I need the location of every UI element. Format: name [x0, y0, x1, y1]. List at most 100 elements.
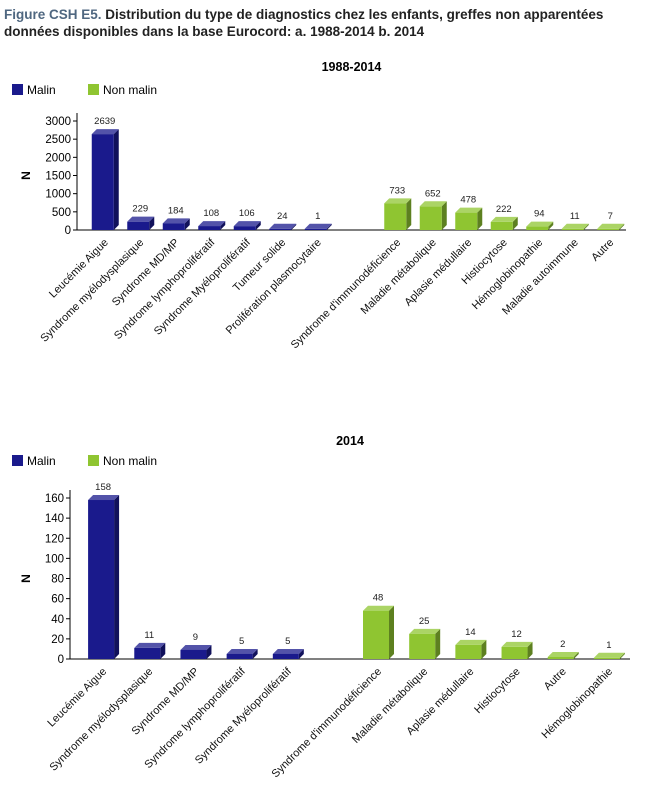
bar-front	[455, 644, 482, 659]
bar-front	[409, 633, 436, 659]
bar-top	[134, 642, 166, 648]
y-tick-label: 0	[65, 225, 71, 237]
bar-front	[363, 610, 389, 659]
legend-item-malin: Malin	[12, 454, 56, 468]
data-label: 1	[315, 211, 320, 222]
bar-front	[455, 212, 478, 230]
bar-front	[180, 649, 207, 659]
legend-swatch-malin	[12, 84, 23, 95]
data-label: 1	[606, 640, 611, 651]
bar-front	[272, 653, 299, 659]
data-label: 11	[144, 630, 154, 641]
bar-top	[409, 628, 441, 634]
figure-prefix: Figure CSH E5.	[4, 7, 102, 22]
data-label: 652	[425, 188, 441, 199]
bar-front	[134, 647, 161, 659]
bar-syndrome-myelodysplasique	[127, 216, 155, 230]
bar-histiocytose	[490, 216, 518, 230]
bar-aplasie-medullaire	[455, 207, 483, 230]
category-label: Syndrome Myéloprolifératif	[193, 665, 295, 767]
y-tick-label: 1500	[45, 171, 71, 183]
bar-side	[252, 648, 258, 659]
bar-top	[91, 129, 119, 135]
chart-1988-2014: 1988-2014 Malin Non malin 0 500 1000 1500 2000 2…	[12, 60, 626, 351]
bar-maladie-autoimmune	[561, 223, 589, 230]
chart-title: 1988-2014	[322, 60, 382, 74]
bar-autre	[597, 223, 625, 230]
data-label: 12	[511, 629, 522, 640]
bar-top	[198, 221, 226, 227]
bar-top	[419, 201, 447, 207]
y-tick-label: 2000	[45, 152, 71, 164]
data-label: 106	[239, 208, 255, 219]
bar-maladie-metabolique	[409, 628, 441, 659]
data-label: 229	[132, 204, 148, 215]
legend-item-malin: Malin	[12, 83, 56, 97]
y-tick-label: 40	[51, 614, 64, 626]
bar-side	[441, 201, 447, 230]
bar-front	[198, 226, 221, 230]
y-tick-label: 120	[45, 533, 64, 545]
y-tick-label: 160	[45, 493, 64, 505]
bar-front	[162, 223, 185, 230]
bar-front	[384, 203, 407, 230]
bar-front	[561, 228, 584, 230]
bar-front	[593, 657, 620, 659]
bar-side	[184, 218, 190, 230]
data-label: 733	[389, 185, 405, 196]
bar-front	[490, 221, 513, 230]
data-label: 2639	[94, 116, 115, 127]
bar-side	[298, 648, 304, 659]
bar-side	[477, 207, 483, 230]
bar-top	[501, 641, 533, 647]
bar-syndrome-myeloproliferatif	[272, 648, 304, 659]
bar-leucemie-aigue	[88, 495, 120, 659]
chart-2014: 2014 Malin Non malin 0 20 40 60 80 100 120 140 160 N…	[12, 434, 630, 780]
chart-title: 2014	[336, 434, 364, 448]
legend-item-non-malin: Non malin	[88, 454, 157, 468]
bar-side	[583, 223, 589, 230]
bar-aplasie-medullaire	[455, 639, 487, 659]
data-label: 108	[203, 208, 219, 219]
y-tick-label: 140	[45, 513, 64, 525]
bar-front	[233, 226, 256, 230]
data-label: 478	[460, 195, 476, 206]
bar-syndrome-myelodysplasique	[134, 642, 166, 659]
bar-top	[272, 648, 304, 654]
bar-top	[127, 216, 155, 222]
bar-side	[406, 198, 412, 230]
bar-side	[326, 223, 332, 230]
figure-title: Figure CSH E5. Distribution du type de d…	[4, 6, 634, 40]
bar-side	[255, 221, 261, 230]
bar-top	[593, 652, 625, 658]
bar-front	[127, 221, 150, 230]
bar-top	[547, 651, 579, 657]
data-label: 25	[419, 616, 430, 627]
bar-leucemie-aigue	[91, 129, 119, 230]
bar-top	[597, 223, 625, 229]
bar-hemoglobinopathie	[526, 221, 554, 230]
bar-side	[435, 628, 441, 659]
bar-top	[384, 198, 412, 204]
legend-swatch-non-malin	[88, 84, 99, 95]
bar-top	[561, 223, 589, 229]
data-label: 9	[193, 632, 198, 643]
data-label: 14	[465, 627, 476, 638]
bar-front	[269, 228, 292, 230]
bar-front	[419, 206, 442, 230]
bar-front	[501, 646, 528, 659]
bar-side	[206, 644, 212, 659]
data-label: 184	[168, 205, 184, 216]
y-tick-label: 80	[51, 574, 64, 586]
data-label: 7	[608, 211, 613, 222]
bar-top	[162, 218, 190, 224]
bar-syndrome-md-mp	[180, 644, 212, 659]
bar-side	[573, 651, 579, 659]
bar-histiocytose	[501, 641, 533, 659]
legend-label-non-malin: Non malin	[103, 454, 157, 468]
data-label: 24	[277, 211, 288, 222]
data-label: 11	[570, 211, 580, 222]
bar-side	[512, 216, 518, 230]
bar-top	[455, 207, 483, 213]
category-label: Autre	[589, 237, 616, 264]
